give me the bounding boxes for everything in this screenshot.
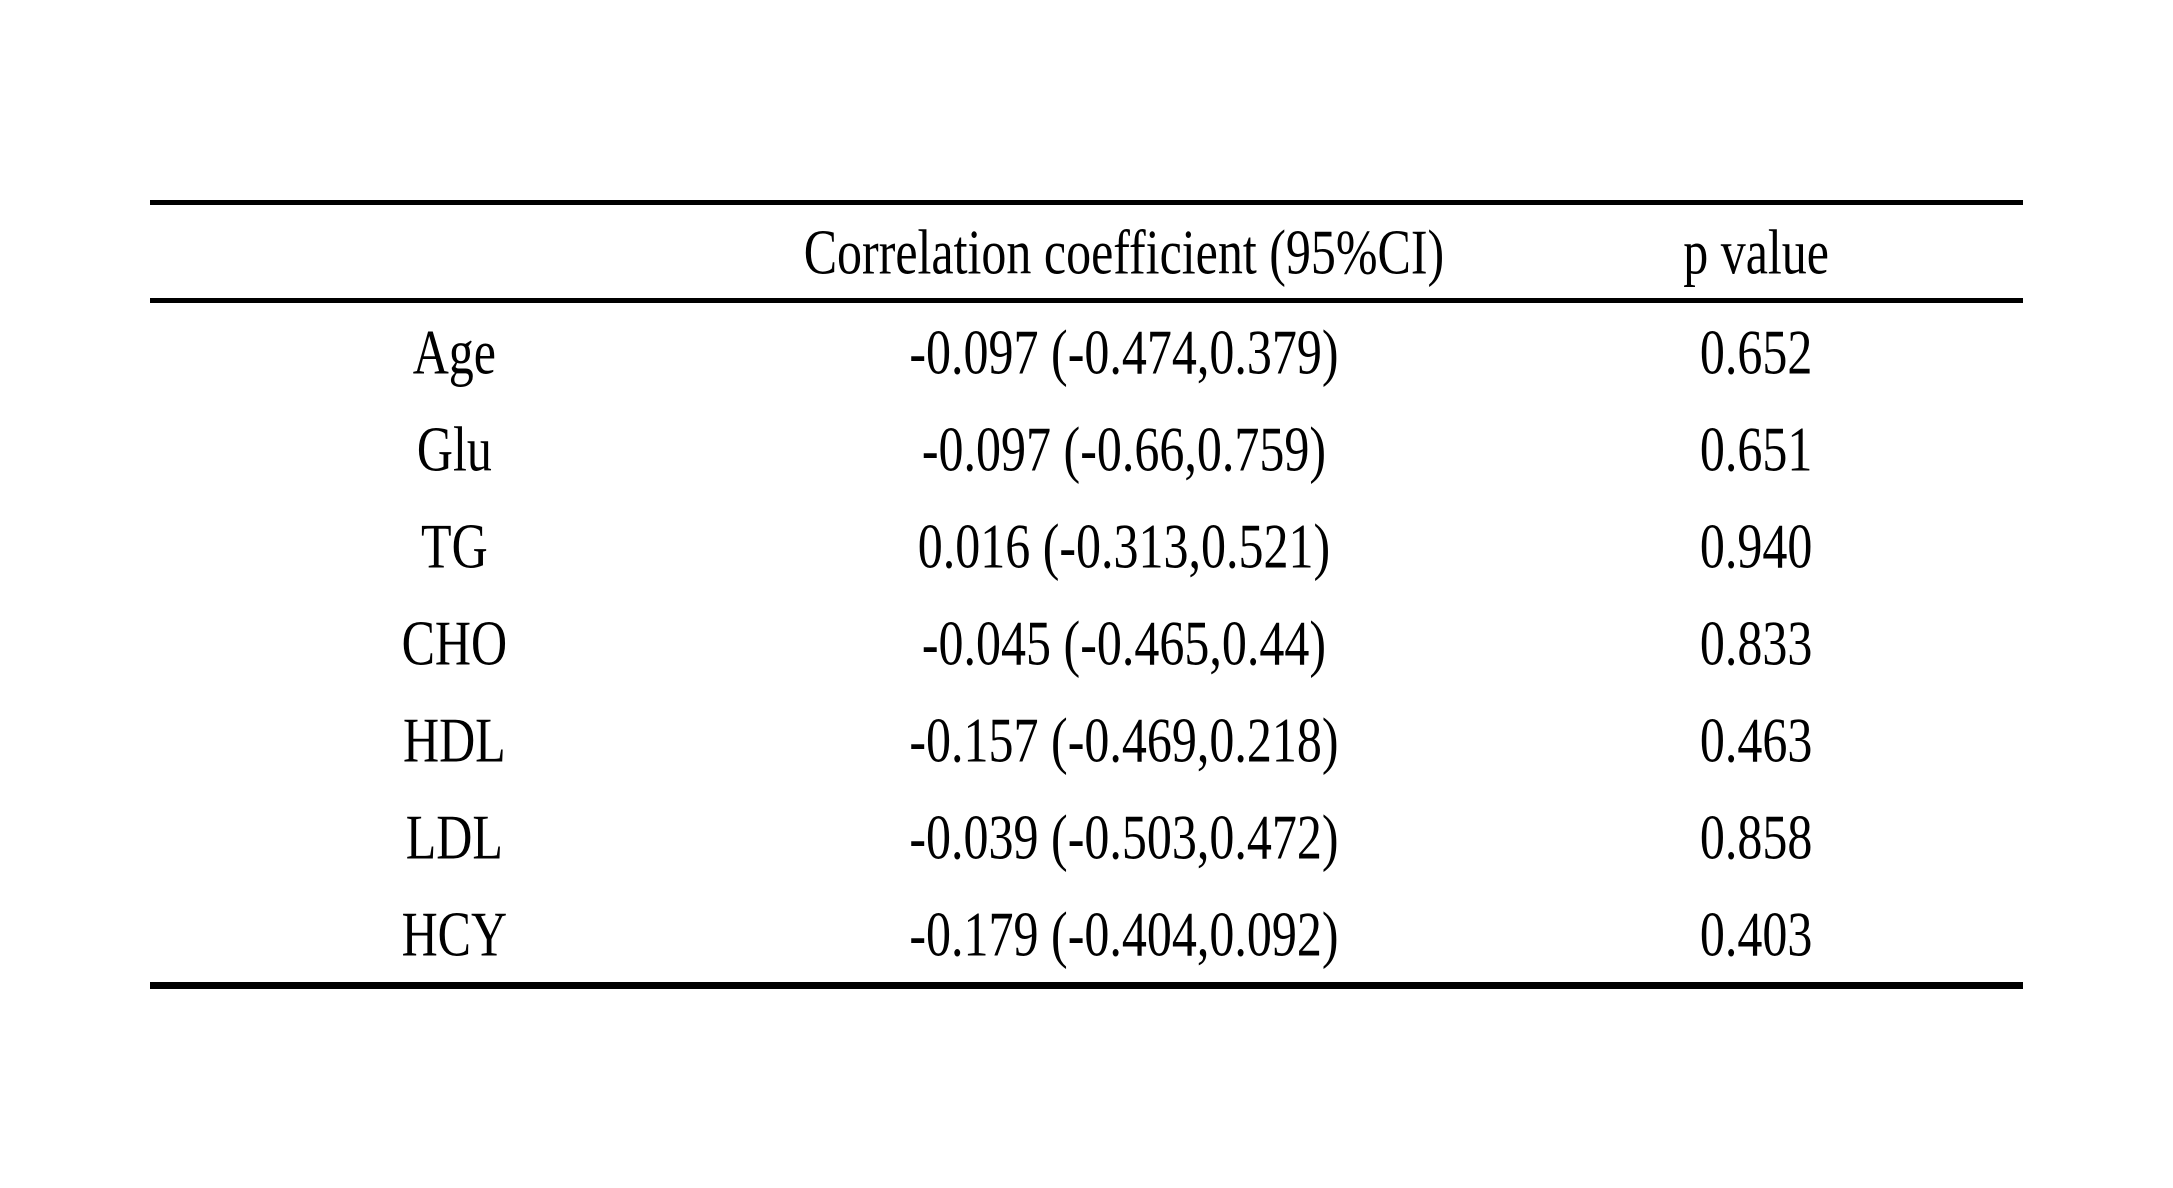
table-row: Age -0.097 (-0.474,0.379) 0.652 — [150, 303, 2023, 400]
row-label: HDL — [402, 703, 506, 776]
row-coefficient-cell: -0.157 (-0.469,0.218) — [759, 704, 1489, 775]
row-coefficient-value: 0.016 (-0.313,0.521) — [917, 509, 1331, 582]
row-pvalue: 0.833 — [1699, 606, 1813, 679]
row-pvalue-cell: 0.463 — [1489, 704, 2023, 775]
row-coefficient-cell: -0.179 (-0.404,0.092) — [759, 898, 1489, 969]
row-label: HCY — [401, 897, 508, 970]
table-row: HCY -0.179 (-0.404,0.092) 0.403 — [150, 885, 2023, 982]
row-pvalue-cell: 0.940 — [1489, 510, 2023, 581]
row-pvalue: 0.403 — [1699, 897, 1813, 970]
table-row: Glu -0.097 (-0.66,0.759) 0.651 — [150, 400, 2023, 497]
row-coefficient-value: -0.045 (-0.465,0.44) — [921, 606, 1326, 679]
row-label: CHO — [401, 606, 508, 679]
row-label-cell: HCY — [150, 898, 759, 969]
row-label-cell: Age — [150, 316, 759, 387]
table-row: CHO -0.045 (-0.465,0.44) 0.833 — [150, 594, 2023, 691]
row-coefficient-cell: -0.039 (-0.503,0.472) — [759, 801, 1489, 872]
row-pvalue-cell: 0.858 — [1489, 801, 2023, 872]
row-coefficient-value: -0.179 (-0.404,0.092) — [909, 897, 1339, 970]
row-pvalue-cell: 0.833 — [1489, 607, 2023, 678]
row-coefficient-cell: -0.045 (-0.465,0.44) — [759, 607, 1489, 678]
row-label: Age — [412, 315, 497, 388]
row-pvalue: 0.651 — [1699, 412, 1813, 485]
table-row: LDL -0.039 (-0.503,0.472) 0.858 — [150, 788, 2023, 885]
row-label-cell: HDL — [150, 704, 759, 775]
correlation-table: Correlation coefficient (95%CI) p value … — [150, 200, 2023, 989]
row-coefficient-cell: -0.097 (-0.474,0.379) — [759, 316, 1489, 387]
row-coefficient-value: -0.039 (-0.503,0.472) — [909, 800, 1339, 873]
row-label: TG — [421, 509, 488, 582]
row-pvalue: 0.652 — [1699, 315, 1813, 388]
header-cell-correlation: Correlation coefficient (95%CI) — [759, 216, 1489, 287]
header-correlation-label: Correlation coefficient (95%CI) — [803, 215, 1445, 288]
row-pvalue: 0.858 — [1699, 800, 1813, 873]
row-coefficient-value: -0.097 (-0.474,0.379) — [909, 315, 1339, 388]
row-label-cell: CHO — [150, 607, 759, 678]
table-row: TG 0.016 (-0.313,0.521) 0.940 — [150, 497, 2023, 594]
header-cell-pvalue: p value — [1489, 216, 2023, 287]
row-coefficient-cell: 0.016 (-0.313,0.521) — [759, 510, 1489, 581]
row-pvalue-cell: 0.403 — [1489, 898, 2023, 969]
table-row: HDL -0.157 (-0.469,0.218) 0.463 — [150, 691, 2023, 788]
row-label-cell: LDL — [150, 801, 759, 872]
row-pvalue-cell: 0.652 — [1489, 316, 2023, 387]
table-header-row: Correlation coefficient (95%CI) p value — [150, 205, 2023, 303]
row-coefficient-cell: -0.097 (-0.66,0.759) — [759, 413, 1489, 484]
row-coefficient-value: -0.157 (-0.469,0.218) — [909, 703, 1339, 776]
row-coefficient-value: -0.097 (-0.66,0.759) — [921, 412, 1326, 485]
row-label: Glu — [416, 412, 492, 485]
header-pvalue-label: p value — [1683, 215, 1829, 288]
row-pvalue: 0.940 — [1699, 509, 1813, 582]
row-label-cell: Glu — [150, 413, 759, 484]
table-body: Age -0.097 (-0.474,0.379) 0.652 Glu -0.0… — [150, 303, 2023, 982]
row-label-cell: TG — [150, 510, 759, 581]
header-cell-empty — [150, 223, 759, 281]
row-pvalue-cell: 0.651 — [1489, 413, 2023, 484]
row-pvalue: 0.463 — [1699, 703, 1813, 776]
row-label: LDL — [405, 800, 503, 873]
